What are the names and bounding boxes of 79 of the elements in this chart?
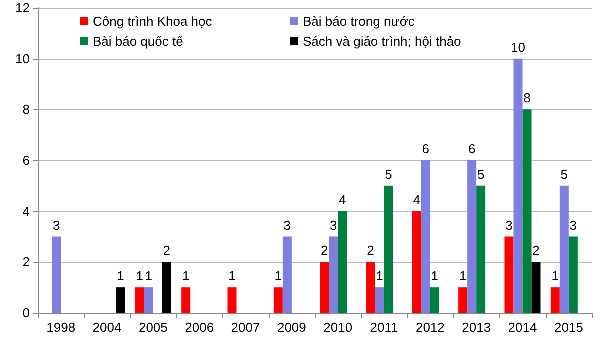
bar — [430, 288, 440, 313]
bar — [504, 236, 514, 313]
bar — [514, 58, 523, 313]
x-tick-label: 1998 — [46, 320, 76, 335]
bar — [568, 236, 578, 313]
data-label: 2 — [367, 243, 374, 258]
data-label: 5 — [477, 166, 485, 182]
bar — [182, 288, 191, 313]
legend-label: Công trình Khoa học — [93, 14, 213, 29]
data-label: 1 — [145, 268, 153, 284]
data-label: 6 — [422, 142, 430, 156]
data-label: 2 — [163, 243, 171, 258]
bar — [329, 236, 338, 313]
legend-label: Bài báo trong nước — [303, 14, 416, 29]
data-label: 3 — [506, 218, 513, 233]
bar — [366, 262, 376, 313]
data-label: 1 — [431, 268, 439, 284]
legend-label: Sách và giáo trình; hội thảo — [303, 34, 462, 49]
bar — [338, 211, 348, 313]
data-label: 3 — [52, 218, 60, 233]
x-tick-label: 2013 — [462, 320, 492, 335]
data-label: 1 — [136, 268, 144, 284]
data-label: 3 — [570, 218, 578, 233]
x-tick-label: 2006 — [185, 320, 214, 335]
x-tick-label: 2012 — [416, 320, 445, 335]
bar — [135, 288, 144, 313]
bar — [458, 288, 468, 313]
bar — [52, 236, 62, 313]
y-tick-label: 12 — [16, 0, 30, 16]
data-label: 1 — [552, 268, 560, 284]
bar — [274, 288, 283, 313]
x-tick-label: 2011 — [370, 320, 398, 335]
bar — [116, 288, 126, 313]
data-label: 10 — [511, 40, 526, 55]
x-tick-label: 2015 — [554, 320, 584, 335]
x-tick-label: 2005 — [138, 320, 168, 335]
bar — [421, 160, 430, 313]
data-label: 4 — [338, 192, 346, 208]
y-tick-label: 2 — [22, 254, 30, 270]
data-label: 1 — [117, 268, 124, 284]
data-label: 3 — [284, 218, 292, 233]
bar — [560, 186, 569, 313]
bar — [282, 236, 292, 313]
bar — [320, 262, 330, 313]
x-tick-label: 2014 — [508, 320, 538, 335]
data-label: 4 — [413, 192, 421, 208]
x-tick-label: 2004 — [92, 320, 122, 335]
data-label: 2 — [320, 243, 328, 258]
data-label: 8 — [524, 90, 531, 106]
x-tick-label: 2009 — [277, 320, 306, 335]
y-tick-label: 0 — [22, 306, 30, 320]
data-label: 1 — [376, 268, 384, 284]
bar — [384, 186, 394, 313]
x-tick-label: 2010 — [324, 320, 353, 335]
data-label: 2 — [532, 243, 540, 258]
bar — [162, 262, 172, 313]
data-label: 1 — [182, 268, 190, 284]
bar — [228, 288, 237, 313]
data-label: 1 — [459, 268, 467, 284]
y-tick-label: 6 — [22, 153, 30, 168]
bar — [375, 288, 384, 313]
data-label: 5 — [560, 166, 568, 182]
bar — [476, 186, 486, 313]
x-tick-label: 2007 — [231, 320, 260, 335]
bar — [144, 288, 154, 313]
data-label: 1 — [274, 268, 282, 284]
bar — [522, 110, 532, 313]
data-label: 5 — [385, 166, 392, 182]
legend-label: Bài báo quốc tế — [93, 34, 184, 49]
y-tick-label: 10 — [16, 51, 30, 66]
data-label: 3 — [330, 218, 338, 233]
data-label: 1 — [228, 268, 236, 284]
bar — [532, 262, 541, 313]
bar — [412, 211, 422, 313]
y-tick-label: 8 — [22, 102, 30, 118]
y-tick-label: 4 — [22, 204, 30, 219]
bar — [550, 288, 560, 313]
data-label: 6 — [468, 142, 476, 156]
bar — [468, 160, 477, 313]
